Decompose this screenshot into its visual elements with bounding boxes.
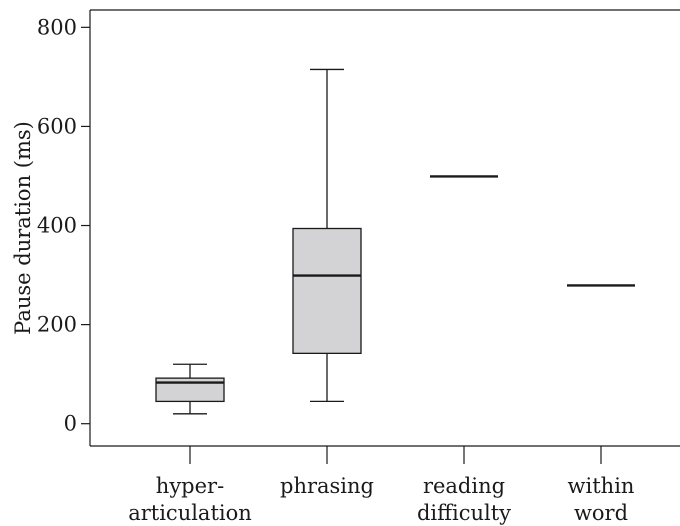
x-axis: hyper-articulation phrasing reading difficu… (128, 446, 634, 525)
y-tick-label-400: 400 (37, 214, 77, 238)
x-category-label-3-0: within (568, 474, 635, 498)
x-category-label-0-1: articulation (128, 501, 252, 525)
y-axis: 0 200 400 600 800 (37, 15, 90, 436)
plot-frame (89, 9, 680, 447)
boxes (155, 68, 635, 415)
box-0 (155, 377, 225, 403)
x-category-label-0-0: hyper- (156, 474, 224, 498)
y-tick-label-800: 800 (37, 15, 77, 39)
x-category-label-2-0: reading (423, 474, 505, 498)
y-tick-label-0: 0 (64, 412, 77, 436)
x-category-label-3-1: word (574, 501, 628, 525)
x-category-label-2-1: difficulty (417, 501, 511, 525)
y-tick-label-600: 600 (37, 114, 77, 138)
box-1 (292, 227, 362, 354)
x-category-label-1-0: phrasing (280, 474, 374, 498)
y-axis-title: Pause duration (ms) (11, 121, 35, 335)
y-tick-label-200: 200 (37, 313, 77, 337)
